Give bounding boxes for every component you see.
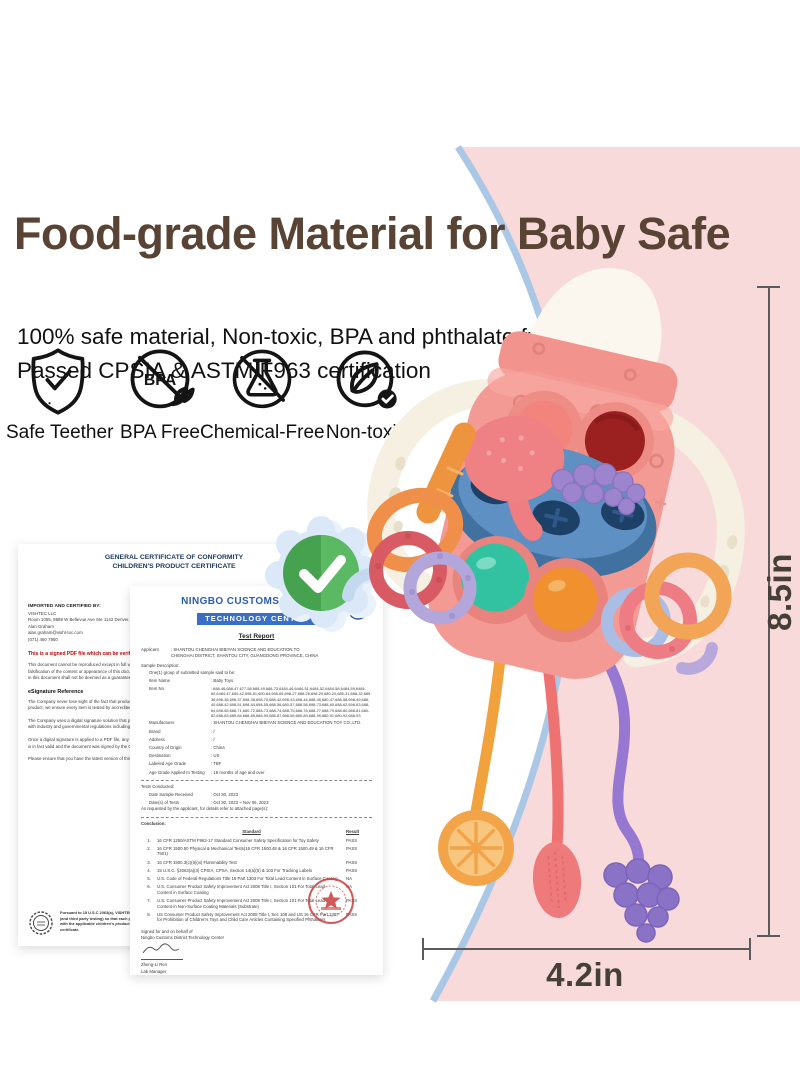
certification-stamp-icon (29, 911, 53, 935)
report-body: Applicant SHANTOU CHENGHAI BIBIYAN SCIEN… (130, 640, 383, 975)
width-dimension-label: 4.2in (546, 956, 624, 993)
conclusion-row: 2. 16 CFR 1500.50 Physical & Mechanical T… (147, 845, 358, 857)
width-dim-right-tick (749, 938, 751, 960)
height-dim-bottom-tick (757, 935, 780, 937)
conclusion-row: 1. 16 CFR 1250/ASTM F963-17 Standard Cons… (147, 837, 358, 843)
conclusion-row: 5. U.S. Code of Federal Regulations Title… (147, 876, 352, 882)
test-report-document: NINGBO CUSTOMS DISTRICT TECHNOLOGY CENTE… (130, 586, 383, 975)
conclusion-table-header: Standard Result (242, 828, 360, 834)
conclusion-row: 4. 15 U.S.C. §2063(a)(3) CPSIA, CPSA, Sec… (147, 867, 358, 873)
conclusion-row: 8. US Consumer Product Safety Improvement… (147, 911, 358, 923)
red-seal-stamp-icon (308, 878, 354, 924)
spoon-teether (532, 842, 582, 918)
conclusion-row: 3. 16 CFR 1500.3(c)(6)(vi) Flammability T… (147, 859, 358, 865)
mushroom-teether (464, 415, 565, 541)
grape-bump-teether (551, 463, 646, 516)
shield-check-icon (31, 348, 85, 415)
width-dim-left-tick (422, 938, 424, 960)
height-dim-top-tick (757, 286, 780, 288)
certificate-header-line2: CHILDREN'S PRODUCT CERTIFICATE (112, 563, 236, 570)
signer-name: Zheng-Li Ren (141, 962, 168, 968)
badge-label: BPA Free (120, 422, 200, 443)
signature-icon (142, 943, 180, 954)
badge-label: Non-toxic (325, 422, 407, 443)
imported-by-label: IMPORTED AND CERTIFIED BY: (28, 604, 101, 609)
right-ring-cluster (601, 552, 732, 675)
esignature-heading: eSignature Reference (28, 688, 84, 695)
page-subtitle: 100% safe material, Non-toxic, BPA and p… (17, 320, 559, 388)
signed-pdf-notice: This is a signed PDF file which can be v… (28, 650, 138, 657)
badge-bpa-free: BPA BPA Free (112, 344, 208, 444)
pull-strings (470, 644, 645, 882)
verified-check-badge-icon (265, 516, 382, 632)
left-ring-cluster (342, 487, 477, 625)
grape-teether (603, 858, 680, 943)
subtitle-line-1: 100% safe material, Non-toxic, BPA and p… (17, 324, 560, 349)
height-dimension-line (768, 287, 770, 936)
badge-non-toxic: Non-toxic (316, 344, 416, 444)
badge-label: Chemical-Free (200, 422, 325, 443)
certificate-header: GENERAL CERTIFICATE OF CONFORMITY CHILDR… (18, 553, 330, 571)
no-chemical-flask-icon (232, 349, 292, 409)
signer-title: Lab Manager (141, 968, 167, 974)
report-title: Test Report (238, 633, 275, 640)
conclusion-row: 7. U.S. Consumer Product Safety Improveme… (147, 898, 358, 909)
applicant-value: SHANTOU CHENGHAI BIBIYAN SCIENCE AND EDU… (171, 647, 372, 659)
page-title: Food-grade Material for Baby Safe (14, 208, 731, 259)
width-dimension-line (422, 948, 750, 950)
bpa-free-icon: BPA (130, 349, 195, 409)
leaf-check-icon (336, 350, 397, 409)
badge-label: Safe Teether (6, 422, 114, 443)
orange-slice-teether (438, 810, 514, 886)
pop-bubbles (452, 536, 608, 643)
conclusion-heading: Conclusion: (141, 820, 166, 826)
badge-chemical-free: Chemical-Free (200, 344, 325, 444)
report-org-name: NINGBO CUSTOMS DISTRICT (181, 596, 332, 607)
certificate-header-line1: GENERAL CERTIFICATE OF CONFORMITY (104, 554, 244, 561)
height-dimension-label: 8.5in (760, 553, 798, 631)
signature-block: Signed for and on behalf of Ningbo Custo… (141, 929, 372, 975)
badge-safe-teether: Safe Teether (6, 344, 114, 444)
